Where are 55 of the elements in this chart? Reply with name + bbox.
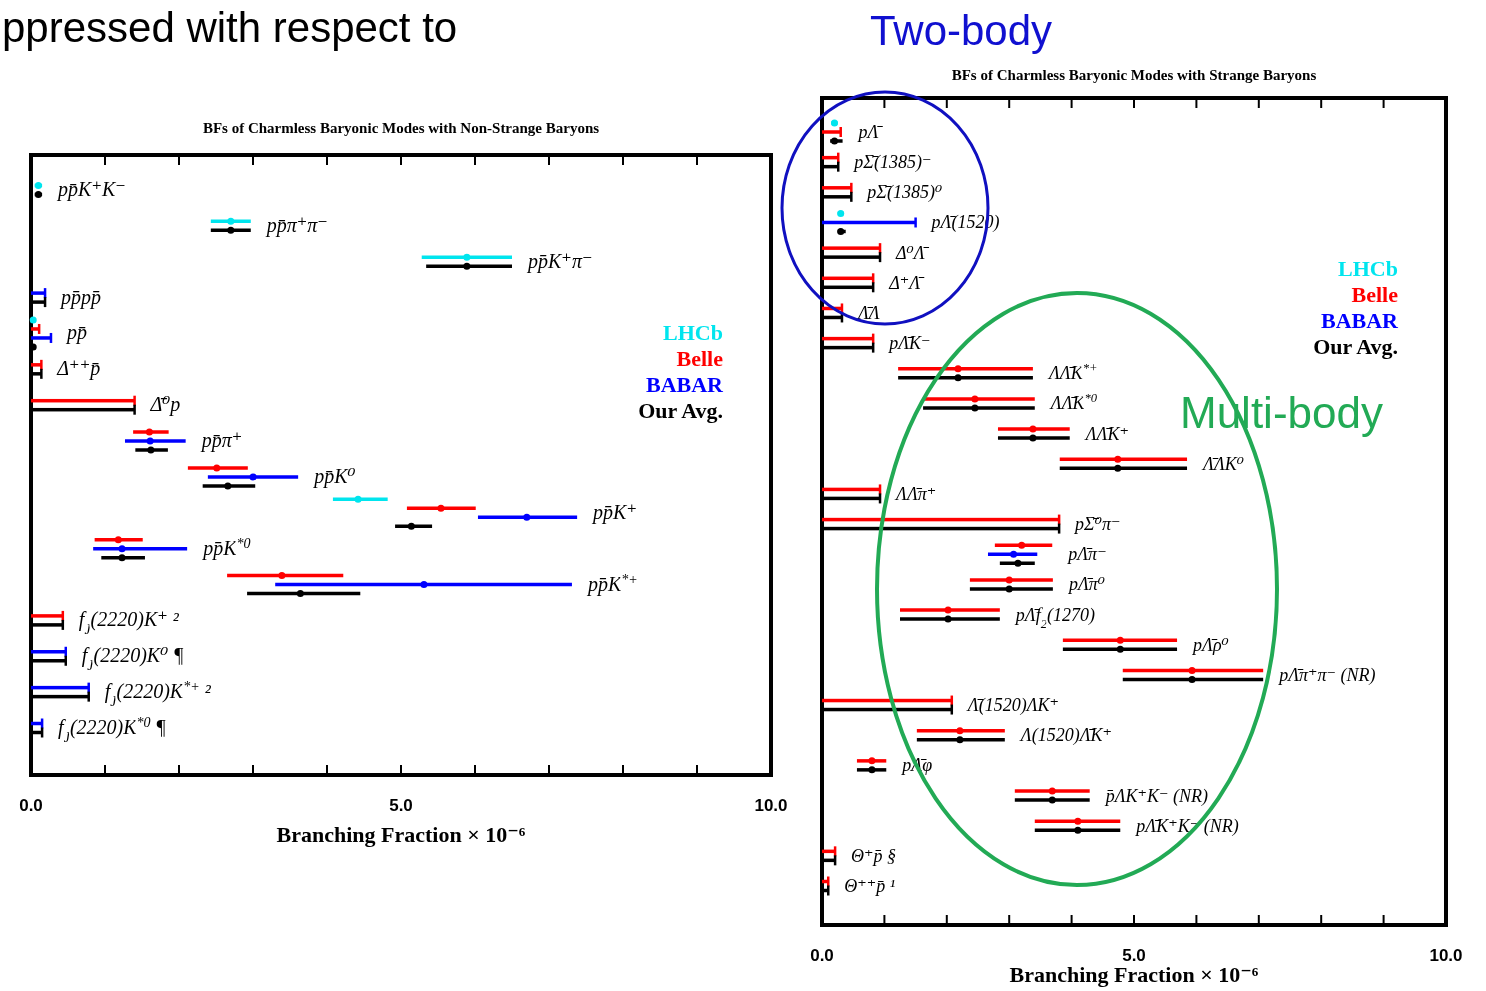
category-label: ΛΛ̄K$^{*0}$	[1050, 391, 1098, 414]
x-axis-title: Branching Fraction × 10⁻⁶	[1009, 962, 1259, 987]
category-label: pp̄K⁺K⁻	[58, 178, 126, 200]
category-label: pΛ̄K⁺K⁻ (NR)	[1136, 815, 1239, 836]
chart-title: BFs of Charmless Baryonic Modes with Strange Baryons	[951, 67, 1317, 83]
text: Belle	[676, 346, 724, 371]
category-label: pp̄π⁺	[201, 429, 243, 452]
category-label: ΛΛ̄K$^{*+}$	[1048, 361, 1098, 384]
category-label: pΛ̄f$_{2}$(1270)	[1015, 604, 1096, 631]
x-tick-label: 10.0	[754, 796, 788, 815]
category-label: Λ(1520)Λ̄K⁺	[1020, 725, 1113, 746]
category-label: pΣ̄(1385)⁰	[867, 182, 943, 203]
category-label: Θ⁺p̄ §	[851, 845, 897, 866]
category-label: pΛ̄π⁺π⁻ (NR)	[1279, 664, 1376, 685]
text: Our Avg.	[1313, 334, 1398, 359]
x-tick-label: 0.0	[19, 796, 43, 815]
category-label: pp̄K⁺π⁻	[528, 249, 593, 272]
category-label: pp̄pp̄	[61, 285, 102, 308]
category-label: pp̄K⁰	[314, 464, 356, 487]
category-label: pp̄	[66, 321, 87, 344]
text: BABAR	[1320, 308, 1400, 333]
x-tick-label: 5.0	[1122, 946, 1146, 965]
x-tick-label: 10.0	[1429, 946, 1463, 965]
category-label: Δ⁺⁺p̄	[57, 357, 101, 380]
chart-title: BFs of Charmless Baryonic Modes with Non-Strange Baryons	[202, 120, 600, 136]
category-label: Λ̄Λ	[857, 302, 880, 323]
x-tick-label: 5.0	[389, 796, 413, 815]
category-label: Δ̄⁰p	[150, 393, 181, 416]
text: LHCb	[1338, 256, 1398, 281]
category-label: pΣ̄(1385)⁻	[854, 152, 932, 173]
category-label: pΛ̄π⁻	[1068, 544, 1107, 565]
category-label: Θ⁺⁺p̄ ¹	[844, 876, 896, 896]
text: Our Avg.	[638, 398, 723, 423]
text: BABAR	[645, 372, 725, 397]
text: ppressed with respect to	[2, 4, 458, 51]
category-label: Λ̄(1520)ΛK⁺	[967, 695, 1060, 716]
category-label: Λ̄ΛK⁰	[1203, 453, 1245, 474]
text: Two-body	[870, 7, 1053, 54]
category-label: pp̄K$^{*+}$	[587, 571, 638, 595]
x-tick-label: 0.0	[810, 946, 834, 965]
text: LHCb	[663, 320, 723, 345]
category-label: pΣ̄⁰π⁻	[1075, 514, 1121, 535]
category-label: ΛΛ̄K⁺	[1085, 423, 1129, 444]
category-label: pp̄K⁺	[593, 500, 638, 523]
category-label: pΛ̄K⁻	[889, 333, 931, 354]
category-label: f$_{J}$(2220)K$^{*+}$ ²	[104, 678, 211, 709]
text: Belle	[1351, 282, 1399, 307]
category-label: pp̄π⁺π⁻	[266, 213, 328, 236]
category-label: p̄ΛK⁺K⁻ (NR)	[1105, 785, 1209, 806]
category-label: pΛ̄ρ⁰	[1193, 634, 1229, 655]
x-axis-title: Branching Fraction × 10⁻⁶	[276, 822, 526, 847]
category-label: pp̄K$^{*0}$	[203, 535, 251, 559]
category-label: f$_{J}$(2220)K⁰ ¶	[81, 644, 184, 673]
category-label: pΛ̄π⁰	[1068, 574, 1105, 595]
category-label: ΛΛ̄π⁺	[896, 483, 937, 504]
